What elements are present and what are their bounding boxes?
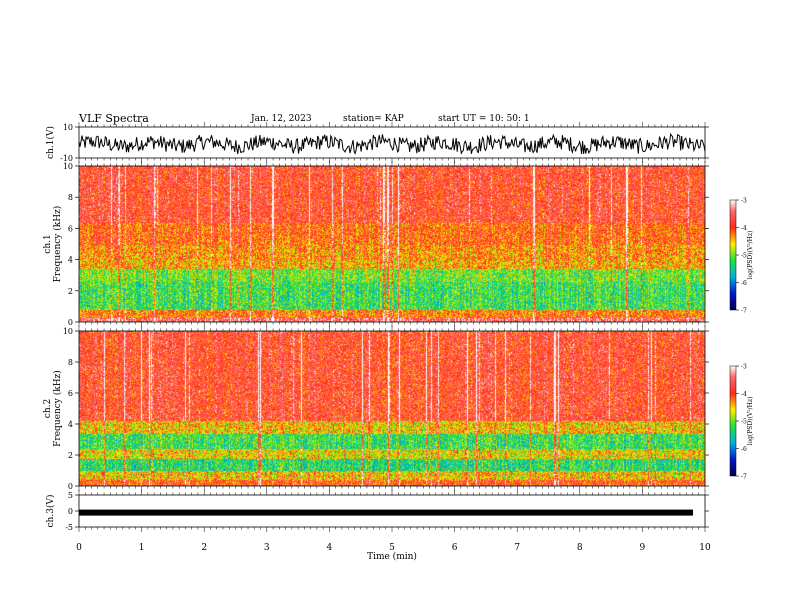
colorbar-tick-label: -7 [741, 308, 747, 315]
colorbar-tick-label: -3 [741, 198, 747, 205]
colorbar-tick-label: -5 [741, 253, 747, 260]
ch3-waveform-trace [79, 509, 693, 516]
colorbar-tick-label: -6 [741, 446, 747, 453]
chart-title: VLF Spectra [79, 112, 149, 125]
y-tick-label: 0 [68, 482, 73, 491]
y-tick-label: 6 [68, 389, 73, 398]
y-tick-label: 0 [68, 507, 73, 516]
y-axis-label: ch.1 [43, 234, 53, 253]
y-axis-label: Frequency (kHz) [52, 206, 63, 283]
y-axis-label: ch.1(V) [45, 126, 56, 159]
colorbar-tick-label: -7 [741, 474, 747, 481]
y-tick-label: 10 [63, 162, 73, 171]
ch1-spectrogram-image [79, 166, 705, 322]
y-tick-label: 2 [68, 451, 73, 460]
x-tick-label: 0 [76, 543, 82, 553]
x-tick-label: 2 [201, 543, 207, 553]
colorbar-tick-label: -5 [741, 419, 747, 426]
y-tick-label: -5 [65, 523, 73, 532]
ch2-spectrogram-image [79, 331, 705, 486]
colorbar-tick-label: -4 [741, 391, 747, 398]
y-tick-label: 8 [68, 358, 73, 367]
y-tick-label: -10 [60, 154, 73, 163]
x-tick-label: 6 [452, 543, 458, 553]
ch2-colorbar [729, 365, 737, 477]
ch1-waveform-trace [78, 132, 706, 155]
start-ut-label: start UT = 10: 50: 1 [438, 114, 530, 124]
y-tick-label: 5 [68, 491, 73, 500]
colorbar-tick-label: -3 [741, 364, 747, 371]
y-axis-label: Frequency (kHz) [52, 370, 63, 447]
x-tick-label: 4 [327, 543, 333, 553]
y-axis-label: ch.3(V) [45, 495, 56, 528]
x-axis-label: Time (min) [367, 551, 417, 562]
y-tick-label: 0 [68, 318, 73, 327]
ch1-colorbar [729, 199, 737, 311]
date-label: Jan. 12, 2023 [251, 114, 312, 124]
colorbar-label: log(PSD)(V²/Hz) [747, 397, 754, 446]
x-tick-label: 8 [577, 543, 583, 553]
y-tick-label: 6 [68, 224, 73, 233]
x-tick-label: 7 [514, 543, 520, 553]
station-label: station= KAP [343, 114, 404, 124]
y-tick-label: 8 [68, 193, 73, 202]
colorbar-tick-label: -4 [741, 225, 747, 232]
x-tick-label: 9 [640, 543, 646, 553]
x-tick-label: 1 [139, 543, 145, 553]
x-tick-label: 5 [389, 543, 395, 553]
colorbar-label: log(PSD)(V²/Hz) [747, 231, 754, 280]
y-tick-label: 10 [63, 123, 73, 132]
y-tick-label: 2 [68, 287, 73, 296]
y-tick-label: 4 [68, 256, 73, 265]
y-tick-label: 4 [68, 420, 73, 429]
x-tick-label: 3 [264, 543, 270, 553]
colorbar-tick-label: -6 [741, 280, 747, 287]
y-tick-label: 10 [63, 327, 73, 336]
y-axis-label: ch.2 [43, 399, 53, 418]
x-tick-label: 10 [699, 543, 711, 553]
